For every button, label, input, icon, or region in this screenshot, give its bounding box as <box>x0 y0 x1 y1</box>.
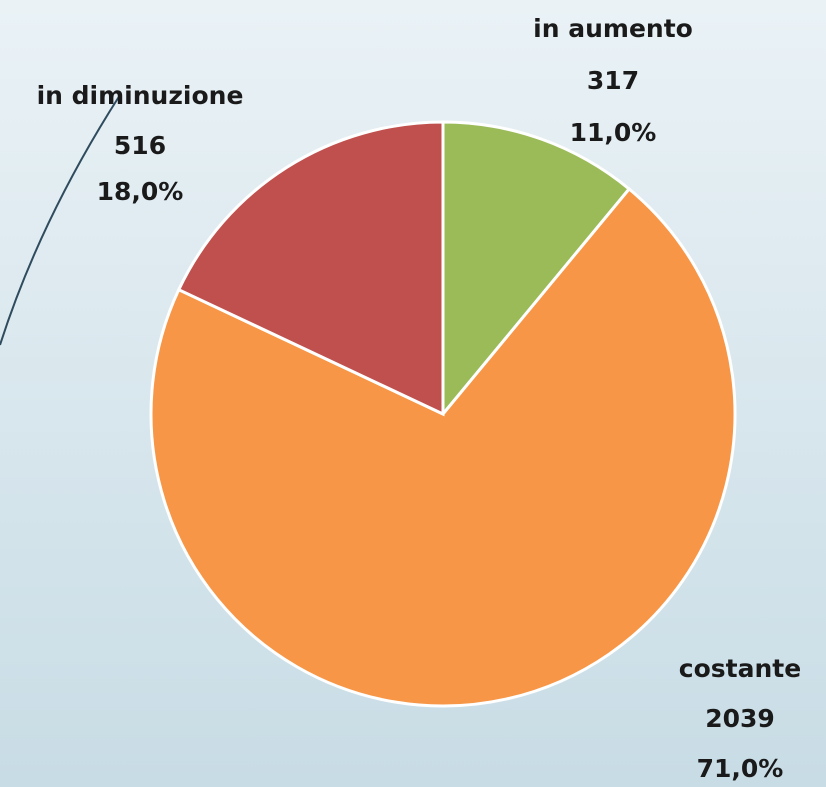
slice-value: 516 <box>114 131 166 160</box>
slice-percent: 11,0% <box>570 118 657 147</box>
pie-slice <box>176 120 445 417</box>
pie <box>149 120 737 708</box>
slice-label: costante <box>679 654 801 683</box>
slice-percent: 71,0% <box>697 754 784 783</box>
slice-value: 317 <box>587 66 639 95</box>
decorative-curve <box>0 94 121 346</box>
slice-label: in diminuzione <box>37 81 244 110</box>
slice-value: 2039 <box>705 704 775 733</box>
pie-slice <box>441 120 632 419</box>
slice-percent: 18,0% <box>97 177 184 206</box>
pie-slice <box>149 186 737 708</box>
slice-label: in aumento <box>533 14 693 43</box>
